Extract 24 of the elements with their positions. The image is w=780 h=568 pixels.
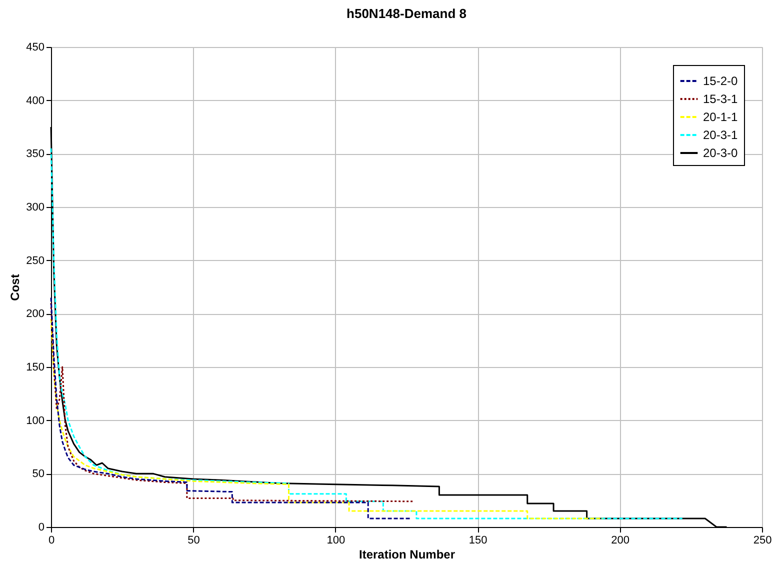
y-tick-label: 200 bbox=[26, 308, 44, 320]
x-tick-label: 100 bbox=[326, 534, 346, 546]
legend-label: 20-3-0 bbox=[703, 146, 738, 160]
x-tick-label: 200 bbox=[611, 534, 630, 546]
x-tick-label: 150 bbox=[468, 534, 488, 546]
x-tick-label: 50 bbox=[188, 534, 200, 546]
legend-label: 15-2-0 bbox=[703, 74, 738, 88]
chart-title: h50N148-Demand 8 bbox=[346, 6, 466, 21]
legend-label: 15-3-1 bbox=[703, 92, 738, 106]
y-tick-label: 100 bbox=[26, 414, 44, 427]
x-tick-label: 0 bbox=[48, 534, 55, 546]
y-tick-label: 450 bbox=[26, 42, 44, 54]
y-tick-label: 150 bbox=[26, 362, 44, 374]
y-axis-title: Cost bbox=[8, 274, 22, 301]
y-tick-label: 400 bbox=[26, 94, 44, 107]
y-tick-label: 350 bbox=[26, 148, 44, 160]
x-tick-label: 250 bbox=[753, 534, 772, 546]
x-axis-title: Iteration Number bbox=[358, 548, 456, 562]
y-tick-label: 50 bbox=[32, 468, 44, 480]
y-tick-label: 300 bbox=[26, 202, 44, 214]
y-tick-label: 0 bbox=[38, 522, 44, 534]
legend-label: 20-1-1 bbox=[703, 110, 738, 124]
y-tick-label: 250 bbox=[26, 254, 44, 267]
legend-label: 20-3-1 bbox=[703, 128, 738, 142]
